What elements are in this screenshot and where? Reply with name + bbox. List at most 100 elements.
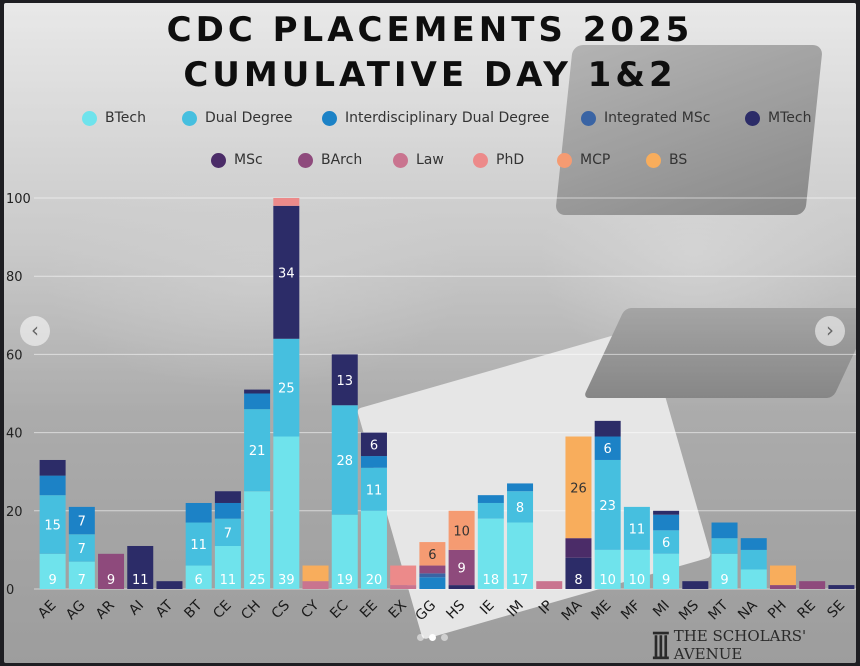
legend-swatch xyxy=(557,152,572,168)
bar-segment xyxy=(331,354,358,406)
x-tick-label: GG xyxy=(413,598,440,625)
x-tick-label: AE xyxy=(35,598,59,622)
x-tick-label: IM xyxy=(504,598,527,621)
bar-segment xyxy=(244,393,271,410)
bar-segment xyxy=(273,338,300,437)
bar-segment xyxy=(740,569,767,589)
data-label: 10 xyxy=(453,524,470,539)
data-label: 11 xyxy=(190,538,207,553)
x-tick-label: SE xyxy=(824,598,848,622)
y-tick-label: 100 xyxy=(6,192,31,207)
carousel-next-button[interactable]: › xyxy=(815,316,845,346)
data-label: 8 xyxy=(574,573,582,588)
legend-swatch xyxy=(322,110,337,126)
x-tick-label: ME xyxy=(588,598,614,624)
data-label: 15 xyxy=(44,518,61,533)
legend-swatch xyxy=(745,110,760,126)
bar-segment xyxy=(39,475,66,496)
data-label: 11 xyxy=(220,573,237,588)
bar-segment xyxy=(653,530,680,554)
chevron-right-icon: › xyxy=(826,318,834,342)
bar-segment xyxy=(565,557,592,589)
bar-segment xyxy=(536,581,563,589)
bar-segment xyxy=(302,565,329,582)
bar-segment xyxy=(185,502,212,523)
legend-item: MCP xyxy=(557,149,610,171)
bar-segment xyxy=(360,467,387,511)
carousel-dot[interactable] xyxy=(441,634,448,641)
chart-plot: 0 20 40 60 80 100 9 15 AE 7 7 7 AG 9 AR 11 AI AT 6 11 BT 11 7 C… xyxy=(6,192,856,625)
legend-item: BS xyxy=(646,149,687,171)
pillar-icon xyxy=(652,631,669,660)
bar-segment xyxy=(419,565,446,574)
carousel-dot-active[interactable] xyxy=(429,634,436,641)
legend-label: MTech xyxy=(768,110,812,126)
legend-label: MSc xyxy=(234,152,263,168)
x-tick-label: MT xyxy=(705,597,731,623)
x-tick-label: AT xyxy=(153,597,177,621)
legend-swatch xyxy=(182,110,197,126)
legend-label: Law xyxy=(416,152,444,168)
legend-item: Integrated MSc xyxy=(581,107,710,129)
bar-segment xyxy=(477,495,504,503)
carousel-prev-button[interactable]: ‹ xyxy=(20,316,50,346)
data-label: 17 xyxy=(512,573,529,588)
data-label: 6 xyxy=(428,548,436,563)
carousel-dot[interactable] xyxy=(417,634,424,641)
data-label: 7 xyxy=(78,542,86,557)
bar-segment xyxy=(156,581,183,589)
bar-segment xyxy=(594,549,621,589)
legend-label: BTech xyxy=(105,110,146,126)
bar-segment xyxy=(331,405,358,515)
data-label: 9 xyxy=(107,573,115,588)
x-tick-label: PH xyxy=(765,598,790,623)
bar-segment xyxy=(740,538,767,550)
bar-segment xyxy=(331,514,358,589)
data-label: 26 xyxy=(570,481,587,496)
x-tick-label: CH xyxy=(238,598,264,624)
bar-segment xyxy=(711,522,738,539)
bar-segment xyxy=(244,389,271,394)
data-label: 9 xyxy=(48,573,56,588)
bar-segment xyxy=(214,491,241,503)
data-label: 6 xyxy=(370,438,378,453)
data-label: 7 xyxy=(224,526,232,541)
legend-item: BTech xyxy=(82,107,146,129)
bar-segment xyxy=(711,538,738,554)
bar-segment xyxy=(477,502,504,519)
data-label: 6 xyxy=(662,536,670,551)
bar-segment xyxy=(214,502,241,519)
bar-segment xyxy=(39,495,66,554)
bar-segment xyxy=(68,561,95,589)
legend-swatch xyxy=(473,152,488,168)
bar-segment xyxy=(565,538,592,558)
data-label: 21 xyxy=(249,444,266,459)
data-label: 25 xyxy=(278,382,295,397)
legend-swatch xyxy=(646,152,661,168)
bar-segment xyxy=(448,510,475,550)
bar-segment xyxy=(185,565,212,589)
bar-segment xyxy=(214,518,241,546)
x-tick-label: EE xyxy=(357,598,381,622)
chart-title-line-2: CUMULATIVE DAY 1&2 xyxy=(183,55,677,95)
bar-segment xyxy=(419,577,446,589)
data-label: 34 xyxy=(278,266,295,281)
bar-segment xyxy=(39,553,66,589)
bar-segment xyxy=(273,436,300,589)
x-tick-label: AI xyxy=(126,598,147,619)
x-tick-label: EC xyxy=(327,597,352,622)
data-label: 11 xyxy=(132,573,149,588)
y-tick-label: 80 xyxy=(6,270,23,285)
x-tick-label: IE xyxy=(477,598,497,618)
legend-swatch xyxy=(82,110,97,126)
bar-segment xyxy=(507,483,534,492)
bar-segment xyxy=(769,565,796,586)
bar-segment xyxy=(68,506,95,535)
data-label: 6 xyxy=(604,442,612,457)
bar-segment xyxy=(273,205,300,339)
data-label: 25 xyxy=(249,573,266,588)
bar-segment xyxy=(68,534,95,562)
data-label: 6 xyxy=(195,573,203,588)
bar-segment xyxy=(623,506,650,550)
bar-segment xyxy=(594,436,621,460)
